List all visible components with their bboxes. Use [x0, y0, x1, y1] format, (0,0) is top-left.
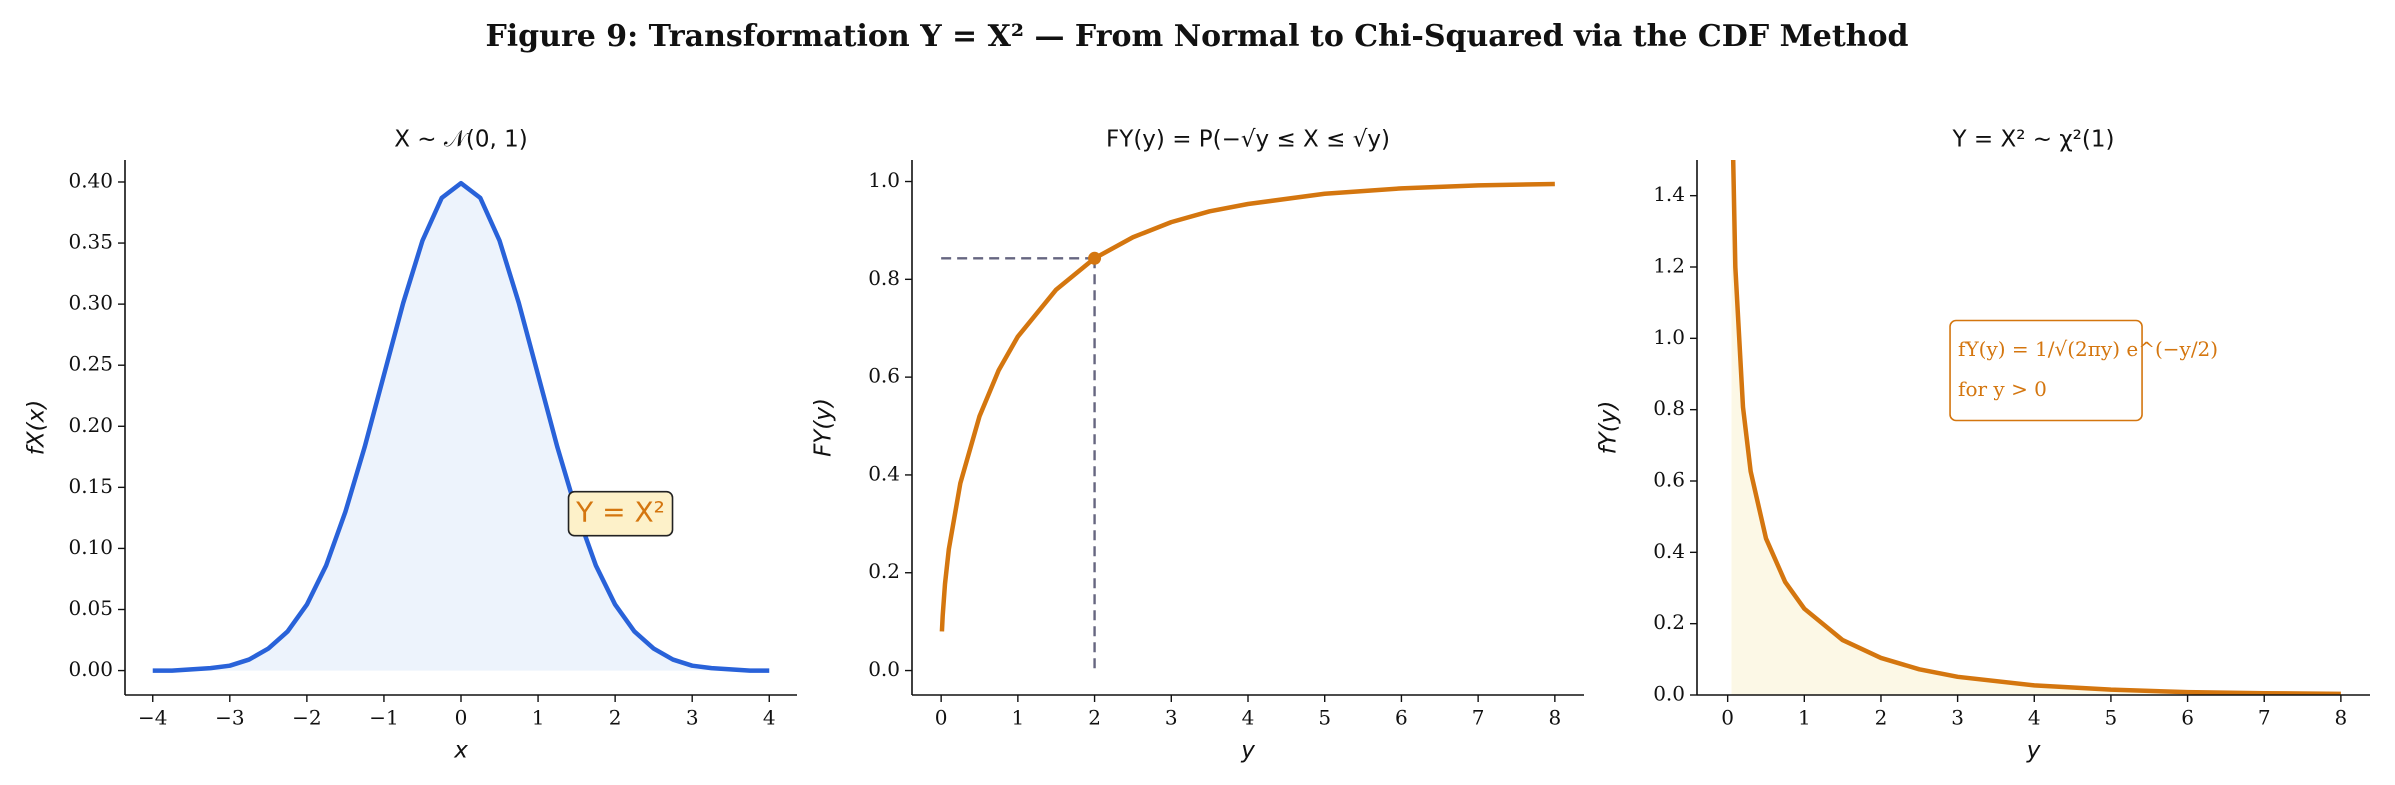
y-tick-label: 0.2 — [1653, 610, 1685, 634]
x-tick-label: −3 — [215, 706, 244, 730]
panel: −4 −3 −2 −1 0 1 2 3 4 0.00 0.05 0.10 0.15 0.20 0.25 0.3… — [24, 127, 797, 764]
x-tick-label: 1 — [532, 706, 545, 730]
y-tick-label: 0.20 — [68, 413, 113, 437]
annotation-text: Y = X² — [575, 496, 665, 529]
data-line — [152, 180, 770, 673]
plot-area — [152, 180, 770, 673]
subplot-title: FY(y) = P(−√y ≤ X ≤ √y) — [1106, 127, 1390, 153]
y-tick-label: 0.8 — [1653, 396, 1685, 420]
y-tick-label: 0.00 — [68, 657, 113, 681]
plot-area — [939, 181, 1555, 671]
y-tick-label: 0.4 — [1653, 539, 1685, 563]
annotation-box — [1949, 319, 2143, 422]
y-tick-label: 0.4 — [868, 461, 900, 485]
x-tick-label: 2 — [1875, 706, 1888, 730]
x-tick-label: 1 — [1798, 706, 1811, 730]
annotation-text: for y > 0 — [1958, 377, 2047, 401]
x-tick-label: 3 — [686, 706, 699, 730]
x-tick-label: 2 — [1088, 706, 1101, 730]
x-tick-label: 7 — [1472, 706, 1485, 730]
data-line — [1730, 160, 2341, 695]
y-tick-label: 1.0 — [868, 168, 900, 192]
x-tick-label: 4 — [2028, 706, 2041, 730]
x-tick-label: 8 — [1548, 706, 1561, 730]
x-tick-label: 8 — [2335, 706, 2348, 730]
annotation-box — [567, 490, 674, 537]
y-axis-label: FY(y) — [811, 398, 837, 457]
x-tick-label: 0 — [1721, 706, 1734, 730]
figure-title: Figure 9: Transformation Y = X² — From N… — [485, 19, 1908, 54]
x-tick-label: 2 — [609, 706, 622, 730]
y-tick-label: 0.15 — [68, 474, 113, 498]
subplot-title: X ~ 𝒩(0, 1) — [394, 127, 528, 153]
y-tick-label: 0.10 — [68, 535, 113, 559]
y-tick-label: 0.0 — [1653, 682, 1685, 706]
x-axis-label: y — [1240, 738, 1255, 764]
x-tick-label: 1 — [1011, 706, 1024, 730]
x-tick-label: −4 — [138, 706, 167, 730]
y-tick-label: 0.6 — [1653, 468, 1685, 492]
y-tick-label: 0.05 — [68, 596, 113, 620]
area-fill — [152, 183, 770, 671]
panel: 0 1 2 3 4 5 6 7 8 0.0 0.2 0.4 0.6 0.8 1.0 1.2 1.4 Y = X² … — [1596, 127, 2370, 764]
y-tick-label: 1.4 — [1653, 182, 1685, 206]
y-tick-label: 0.25 — [68, 352, 113, 376]
y-tick-label: 1.2 — [1653, 254, 1685, 278]
x-tick-label: 0 — [935, 706, 948, 730]
highlight-point — [1088, 251, 1102, 265]
y-tick-label: 0.30 — [68, 291, 113, 315]
x-axis-label: y — [2026, 738, 2041, 764]
x-axis-label: x — [453, 738, 468, 764]
annotation-text: fY(y) = 1/√(2πy) e^(−y/2) — [1958, 337, 2218, 361]
subplot-title: Y = X² ~ χ²(1) — [1952, 127, 2115, 153]
y-tick-label: 0.6 — [868, 364, 900, 388]
x-tick-label: 5 — [2105, 706, 2118, 730]
panel: 0 1 2 3 4 5 6 7 8 0.0 0.2 0.4 0.6 0.8 1.0 FY(y) = P(−√y… — [811, 127, 1584, 764]
x-tick-label: 6 — [1395, 706, 1408, 730]
x-tick-label: 4 — [763, 706, 776, 730]
data-line — [939, 181, 1555, 632]
x-tick-label: 6 — [2181, 706, 2194, 730]
x-tick-label: −2 — [292, 706, 321, 730]
x-tick-label: 3 — [1165, 706, 1178, 730]
x-tick-label: 0 — [455, 706, 468, 730]
y-tick-label: 1.0 — [1653, 325, 1685, 349]
x-tick-label: 4 — [1242, 706, 1255, 730]
y-axis-label: fY(y) — [1596, 401, 1622, 455]
plot-area — [1730, 160, 2341, 695]
y-tick-label: 0.2 — [868, 559, 900, 583]
y-axis-label: fX(x) — [24, 400, 50, 455]
y-tick-label: 0.8 — [868, 266, 900, 290]
x-tick-label: 3 — [1951, 706, 1964, 730]
y-tick-label: 0.0 — [868, 657, 900, 681]
y-tick-label: 0.40 — [68, 168, 113, 192]
y-tick-label: 0.35 — [68, 230, 113, 254]
area-fill — [1731, 160, 2341, 695]
x-tick-label: 7 — [2258, 706, 2271, 730]
x-tick-label: 5 — [1318, 706, 1331, 730]
x-tick-label: −1 — [369, 706, 398, 730]
